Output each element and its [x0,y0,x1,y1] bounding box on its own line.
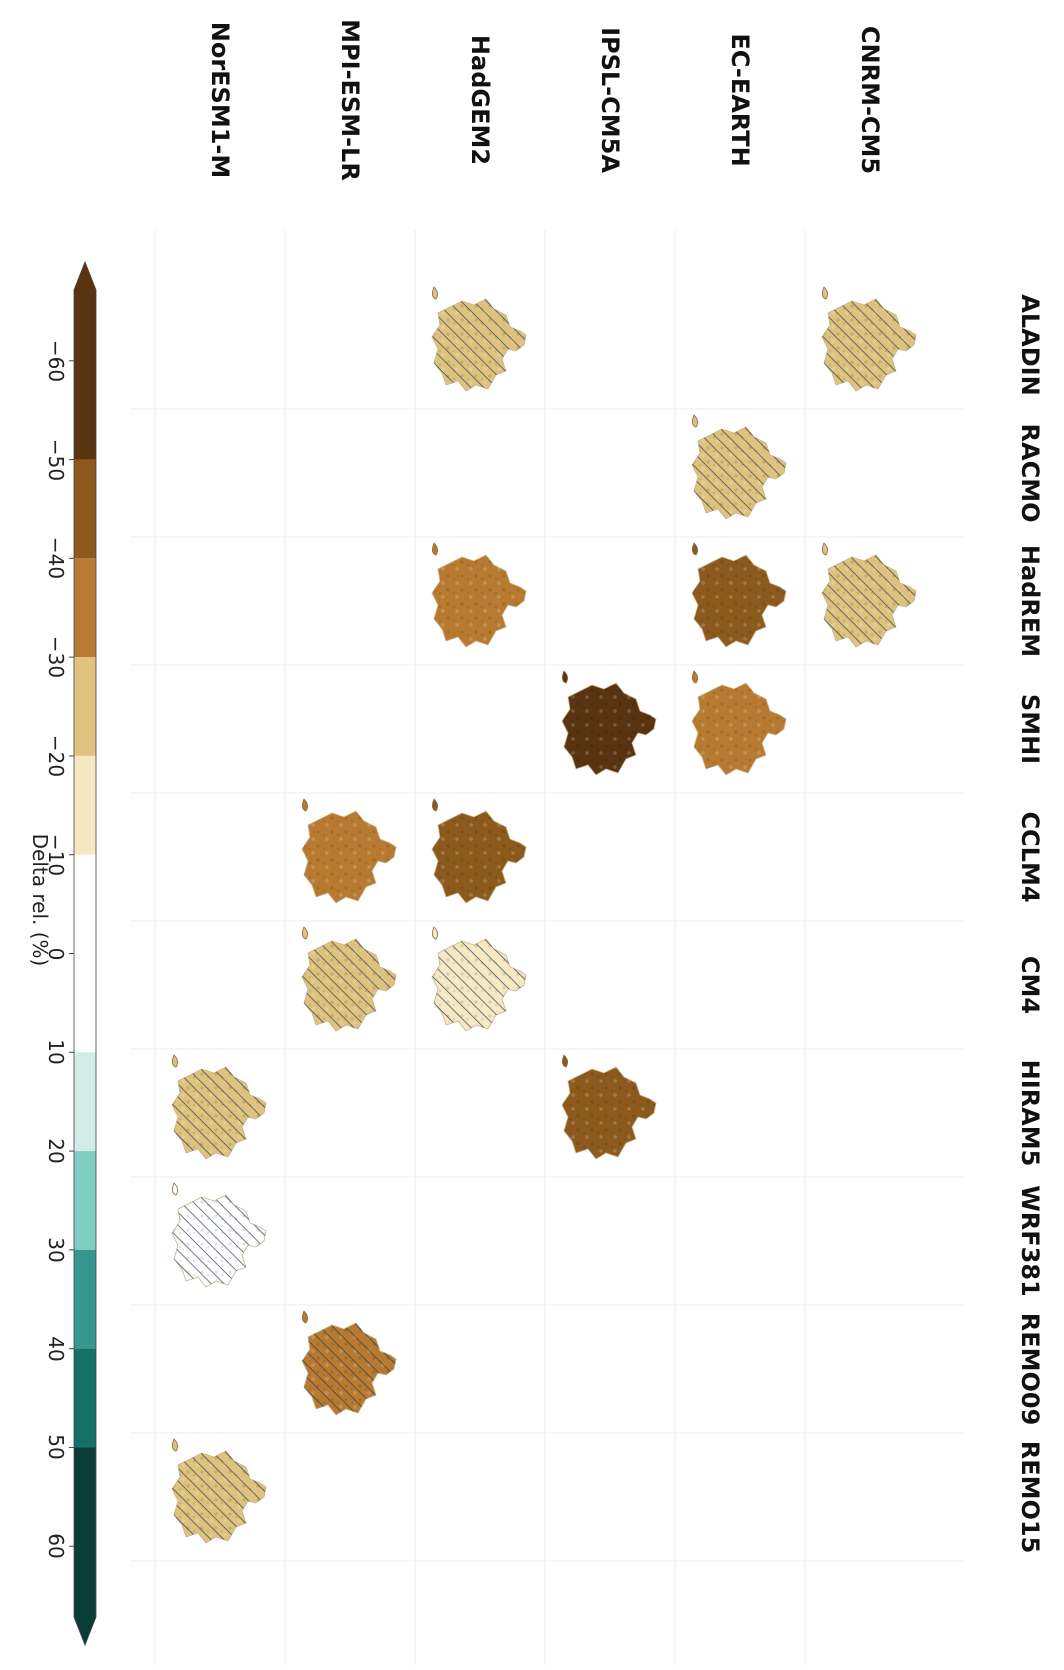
colorbar-tick-label: 10 [44,1039,68,1066]
colorbar-bin [74,854,96,1053]
map-hatching [172,1067,266,1159]
colorbar-tick-label: 60 [44,1533,68,1559]
map-texture [692,683,786,775]
colorbar-tick-label: 20 [44,1138,68,1164]
colorbar-tick-label: 30 [44,1237,68,1263]
map-texture [562,683,656,775]
rcm-label-hiram5: HIRAM5 [1016,1059,1044,1167]
map-hatching [172,1451,266,1543]
map-cell-mpi-esm-lr-cm4 [301,926,397,1032]
map-cell-hadgem2-hadrem [431,542,527,648]
map-texture [432,555,526,647]
map-islet [822,542,828,556]
colorbar [69,260,97,1647]
colorbar-tick-label: 50 [44,1434,68,1461]
map-hatching [172,1195,266,1287]
map-hatching [822,299,916,391]
gcm-label-mpi-esm-lr: MPI-ESM-LR [336,19,364,181]
map-cell-noresm1-m-wrf381 [171,1182,267,1288]
map-cell-noresm1-m-remo15 [171,1438,267,1544]
colorbar-bin [74,1151,96,1250]
map-cell-cnrm-cm5-hadrem [821,542,917,648]
map-islet [432,798,438,812]
colorbar-bin [74,459,96,559]
map-texture [432,811,526,903]
colorbar-bin [74,657,96,756]
map-hatching [822,555,916,647]
map-cell-mpi-esm-lr-remo09 [301,1310,397,1416]
rcm-label-smhi: SMHI [1016,693,1044,765]
colorbar-bin [74,262,96,460]
gcm-label-ec-earth: EC-EARTH [726,33,754,167]
map-hatching [302,1323,396,1415]
map-islet [302,926,308,940]
map-cell-hadgem2-aladin [431,286,527,392]
map-islet [692,670,698,684]
map-texture [302,811,396,903]
map-islet [432,926,438,940]
map-islet [302,798,308,812]
gcm-label-noresm1-m: NorESM1-M [206,21,234,179]
map-cell-mpi-esm-lr-cclm4 [301,798,397,904]
map-cell-ec-earth-hadrem [691,542,787,648]
map-cell-cnrm-cm5-aladin [821,286,917,392]
map-cells [171,286,917,1544]
colorbar-tick-label: −20 [44,734,68,778]
map-islet [562,1054,568,1068]
map-cell-noresm1-m-hiram5 [171,1054,267,1160]
grid-lines [130,230,965,1665]
rcm-label-hadrem: HadREM [1016,544,1044,658]
map-islet [302,1310,308,1324]
gcm-label-cnrm-cm5: CNRM-CM5 [856,25,884,175]
colorbar-bin [74,558,96,658]
map-cell-hadgem2-cclm4 [431,798,527,904]
map-cell-ipsl-cm5a-smhi [561,670,657,776]
map-islet [432,286,438,300]
map-texture [692,555,786,647]
map-hatching [302,939,396,1031]
colorbar-bin [74,755,96,855]
colorbar-tick-label: −30 [44,636,68,679]
map-texture [562,1067,656,1159]
colorbar-bin [74,1447,96,1645]
gcm-label-hadgem2: HadGEM2 [466,34,494,166]
map-islet [562,670,568,684]
map-cell-ipsl-cm5a-hiram5 [561,1054,657,1160]
map-hatching [432,299,526,391]
map-cell-ec-earth-racmo [691,414,787,520]
colorbar-tick-label: −60 [44,339,68,382]
map-islet [172,1054,178,1068]
colorbar-tick-label: 40 [44,1335,68,1362]
rcm-label-racmo: RACMO [1016,423,1044,523]
map-islet [822,286,828,300]
colorbar-bin [74,1052,96,1152]
colorbar-bin [74,1249,96,1349]
rcm-label-wrf381: WRF381 [1016,1185,1044,1297]
rcm-label-cm4: CM4 [1016,955,1044,1015]
map-cell-hadgem2-cm4 [431,926,527,1032]
map-islet [692,542,698,556]
rcm-label-aladin: ALADIN [1016,294,1044,396]
map-islet [172,1438,178,1452]
colorbar-title: Delta rel. (%) [28,833,52,967]
map-islet [692,414,698,428]
colorbar-bin [74,1348,96,1448]
gcm-label-ipsl-cm5a: IPSL-CM5A [596,27,624,173]
map-islet [432,542,438,556]
rcm-label-remo15: REMO15 [1016,1440,1044,1554]
rcm-label-cclm4: CCLM4 [1016,811,1044,903]
colorbar-tick-label: −50 [44,438,68,481]
map-hatching [692,427,786,519]
map-cell-ec-earth-smhi [691,670,787,776]
map-islet [172,1182,178,1196]
colorbar-tick-label: −40 [44,537,68,580]
rcm-label-remo09: REMO09 [1016,1312,1044,1426]
colorbar-outline [73,260,97,1647]
map-hatching [432,939,526,1031]
